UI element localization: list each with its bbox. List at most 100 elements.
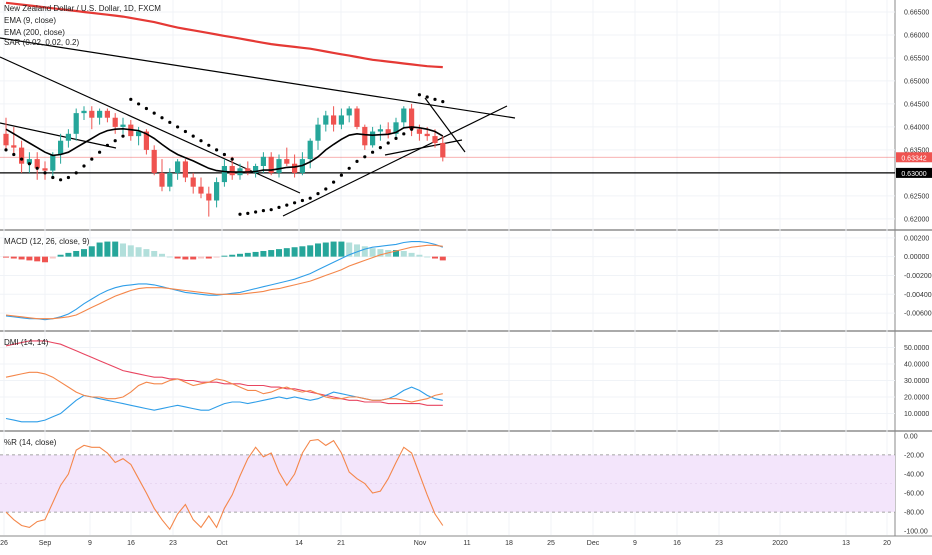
candle-body-11 bbox=[89, 110, 95, 118]
sar-dot-19 bbox=[152, 111, 156, 115]
sar-dot-25 bbox=[199, 139, 203, 143]
sar-dot-12 bbox=[98, 150, 102, 154]
trendline-3 bbox=[0, 122, 117, 149]
macd-tick-label-3: -0.00400 bbox=[904, 292, 932, 299]
candle-5 bbox=[42, 161, 48, 180]
candle-26 bbox=[206, 186, 212, 217]
macd-hist-bar-56 bbox=[439, 256, 446, 261]
candle-2 bbox=[19, 140, 25, 173]
grid-lines bbox=[0, 0, 895, 535]
candle-51 bbox=[401, 106, 407, 127]
macd-hist-bar-7 bbox=[57, 254, 64, 257]
macd-tick-label-1: 0.00000 bbox=[904, 254, 929, 261]
candle-0 bbox=[3, 117, 9, 150]
candle-44 bbox=[346, 106, 352, 123]
candle-body-48 bbox=[377, 129, 383, 132]
wr-tick-label-2: -40.00 bbox=[904, 471, 924, 478]
candle-1 bbox=[11, 126, 17, 155]
macd-hist-bar-40 bbox=[315, 243, 321, 257]
candle-body-15 bbox=[120, 124, 126, 127]
trendline-6 bbox=[384, 139, 463, 156]
candle-39 bbox=[307, 138, 313, 169]
x-tick-label-12: Dec bbox=[587, 540, 600, 547]
macd-hist-bar-47 bbox=[369, 248, 376, 257]
sar-dot-55 bbox=[433, 97, 437, 101]
x-tick-label-6: 14 bbox=[295, 540, 303, 547]
x-tick-label-0: 26 bbox=[0, 540, 8, 547]
price-tick-label-1: 0.66000 bbox=[904, 32, 929, 39]
sar-dot-51 bbox=[402, 132, 406, 136]
macd-hist-bar-16 bbox=[127, 245, 134, 257]
sar-dot-46 bbox=[363, 155, 367, 159]
sar-dot-15 bbox=[121, 134, 125, 138]
candle-body-5 bbox=[42, 168, 48, 171]
macd-hist-bar-29 bbox=[229, 254, 236, 257]
candle-body-10 bbox=[81, 110, 87, 114]
candle-body-49 bbox=[385, 129, 391, 134]
candle-20 bbox=[159, 159, 165, 192]
panes bbox=[0, 1, 895, 531]
macd-hist-bar-38 bbox=[299, 246, 306, 257]
candle-8 bbox=[65, 129, 71, 148]
macd-hist-bar-26 bbox=[205, 256, 212, 259]
sar-dot-31 bbox=[246, 211, 250, 215]
candle-body-29 bbox=[229, 166, 235, 176]
trendline-5 bbox=[424, 97, 466, 153]
candle-body-43 bbox=[338, 115, 344, 125]
macd-hist-bar-18 bbox=[143, 249, 150, 257]
chart-title: New Zealand Dollar / U.S. Dollar, 1D, FX… bbox=[4, 4, 161, 13]
macd-hist-bar-43 bbox=[338, 241, 345, 257]
candle-body-36 bbox=[284, 159, 290, 164]
legends: New Zealand Dollar / U.S. Dollar, 1D, FX… bbox=[4, 4, 161, 447]
macd-hist-bar-5 bbox=[42, 256, 48, 263]
candle-body-21 bbox=[167, 172, 173, 187]
price-tick-label-6: 0.63500 bbox=[904, 147, 929, 154]
macd-hist-bar-1 bbox=[10, 256, 17, 259]
candle-48 bbox=[377, 124, 383, 141]
candle-50 bbox=[393, 117, 399, 139]
macd-hist-bar-37 bbox=[291, 247, 298, 257]
legend-ema200: EMA (200, close) bbox=[4, 28, 65, 37]
candle-12 bbox=[97, 108, 103, 125]
macd-hist-bar-9 bbox=[73, 250, 80, 257]
sar-dot-22 bbox=[176, 125, 180, 129]
x-tick-label-14: 16 bbox=[673, 540, 681, 547]
candle-25 bbox=[198, 177, 204, 199]
macd-hist-bar-13 bbox=[104, 241, 111, 257]
trendline-1 bbox=[0, 37, 516, 119]
x-tick-label-1: Sep bbox=[39, 540, 52, 547]
ema9-line bbox=[5, 126, 444, 173]
candle-body-41 bbox=[323, 115, 329, 125]
macd-hist-bar-44 bbox=[346, 242, 353, 257]
candle-body-32 bbox=[253, 166, 259, 173]
macd-hist-bar-35 bbox=[276, 249, 282, 257]
candle-34 bbox=[268, 152, 274, 176]
candle-body-53 bbox=[416, 129, 422, 134]
last-price-tag bbox=[896, 152, 932, 163]
sar-dot-8 bbox=[66, 175, 70, 180]
x-tick-label-3: 16 bbox=[127, 540, 135, 547]
sar-dot-27 bbox=[215, 148, 219, 152]
sar-dot-47 bbox=[371, 150, 375, 154]
candle-body-55 bbox=[432, 136, 438, 144]
sar-dot-1 bbox=[12, 152, 16, 157]
price-tick-label-8: 0.62000 bbox=[904, 216, 929, 223]
candle-body-33 bbox=[260, 156, 266, 167]
candle-40 bbox=[315, 117, 321, 150]
macd-hist-bar-14 bbox=[112, 241, 119, 257]
price-tick-label-7: 0.62500 bbox=[904, 193, 929, 200]
macd-hist-bar-0 bbox=[3, 256, 9, 258]
macd-tick-label-0: 0.00200 bbox=[904, 235, 929, 242]
macd-hist-bar-50 bbox=[393, 250, 399, 257]
candle-19 bbox=[151, 145, 157, 176]
x-tick-label-5: Oct bbox=[217, 540, 228, 547]
sar-dot-10 bbox=[82, 164, 86, 168]
sar-dot-42 bbox=[332, 180, 336, 184]
macd-hist-bar-31 bbox=[244, 252, 251, 257]
x-tick-label-11: 25 bbox=[547, 540, 555, 547]
macd-hist-bar-52 bbox=[408, 252, 415, 257]
sar-dot-50 bbox=[394, 136, 398, 141]
sar-dot-4 bbox=[35, 166, 39, 170]
di-minus-line bbox=[5, 371, 443, 403]
